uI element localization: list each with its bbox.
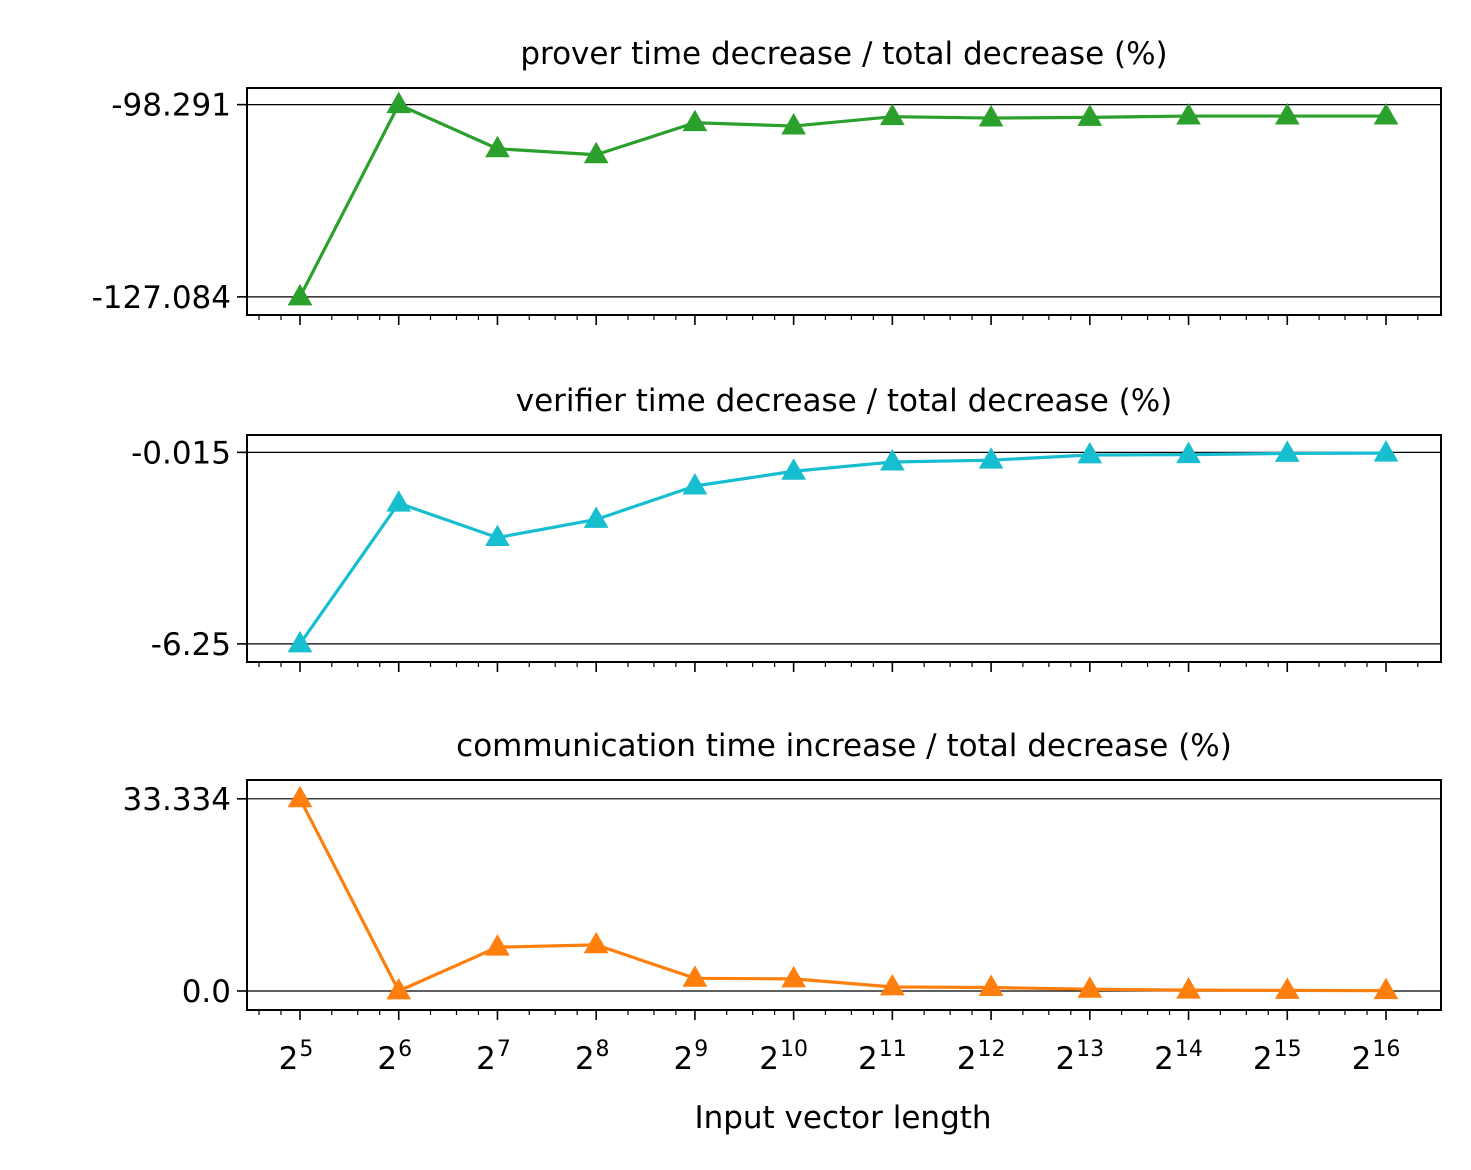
y-tick-label: -127.084 [92, 280, 231, 316]
x-tick-label: 215 [1253, 1037, 1302, 1077]
data-point-marker [781, 458, 806, 480]
data-point-marker [1373, 440, 1399, 462]
data-point-marker [880, 449, 905, 471]
x-tick-label: 213 [1055, 1037, 1104, 1077]
data-point-marker [485, 524, 510, 547]
plot-frame [246, 434, 1442, 663]
x-tick-label: 216 [1352, 1037, 1401, 1077]
data-point-marker [880, 103, 905, 126]
plot-frame [246, 87, 1442, 316]
subplot-title: verifier time decrease / total decrease … [516, 383, 1173, 419]
data-point-marker [781, 113, 806, 135]
subplot-1: prover time decrease / total decrease (%… [92, 36, 1442, 325]
data-point-marker [1077, 441, 1103, 464]
data-point-marker [1274, 977, 1300, 999]
data-point-marker [287, 283, 313, 306]
subplot-3: communication time increase / total decr… [123, 728, 1442, 1020]
y-tick-label: -6.25 [151, 627, 231, 663]
data-point-marker [583, 506, 609, 528]
data-point-marker [682, 472, 708, 495]
x-tick-labels: 25 26 27 28 29 210 211 212 213 214 215 216 [279, 1037, 1401, 1077]
plot-frame [246, 779, 1442, 1011]
data-point-marker [583, 141, 609, 164]
data-point-marker [287, 785, 313, 808]
data-point-marker [386, 91, 412, 114]
data-point-marker [978, 974, 1004, 996]
data-point-marker [386, 490, 412, 512]
x-tick-label: 214 [1154, 1037, 1203, 1077]
x-tick-label: 29 [674, 1037, 709, 1077]
data-point-marker [1373, 103, 1399, 125]
y-tick-label: -98.291 [111, 88, 231, 124]
y-tick-label: 33.334 [123, 782, 231, 818]
data-point-marker [781, 965, 806, 988]
y-tick-label: -0.015 [131, 435, 231, 471]
data-point-marker [1176, 103, 1201, 125]
data-point-marker [978, 105, 1004, 127]
subplot-title: communication time increase / total decr… [456, 728, 1232, 764]
data-point-marker [386, 977, 412, 1000]
data-point-marker [287, 630, 313, 653]
data-point-marker [1176, 441, 1201, 464]
data-point-marker [978, 447, 1004, 469]
x-tick-label: 212 [957, 1037, 1006, 1077]
data-point-marker [1077, 104, 1103, 126]
series-line [298, 451, 1387, 645]
data-point-marker [1274, 440, 1300, 462]
series-line [298, 798, 1387, 993]
data-point-marker [682, 965, 708, 987]
data-point-marker [1077, 976, 1103, 998]
x-axis-label: Input vector length [694, 1100, 991, 1136]
data-point-marker [485, 135, 510, 158]
data-point-marker [1373, 977, 1399, 1000]
data-point-marker [682, 109, 708, 132]
data-point-marker [485, 934, 510, 956]
x-tick-label: 28 [575, 1037, 610, 1077]
data-point-marker [1274, 103, 1300, 125]
x-tick-label: 210 [759, 1037, 808, 1077]
data-point-marker [583, 931, 609, 954]
x-tick-label: 27 [476, 1037, 511, 1077]
series-line [298, 103, 1386, 298]
data-point-marker [880, 973, 905, 996]
y-tick-label: 0.0 [182, 974, 231, 1010]
x-tick-label: 25 [279, 1037, 314, 1077]
x-tick-label: 211 [858, 1037, 907, 1077]
x-tick-label: 26 [377, 1037, 412, 1077]
subplot-2: verifier time decrease / total decrease … [131, 383, 1442, 672]
data-point-marker [1176, 977, 1201, 999]
subplot-title: prover time decrease / total decrease (%… [520, 36, 1167, 72]
